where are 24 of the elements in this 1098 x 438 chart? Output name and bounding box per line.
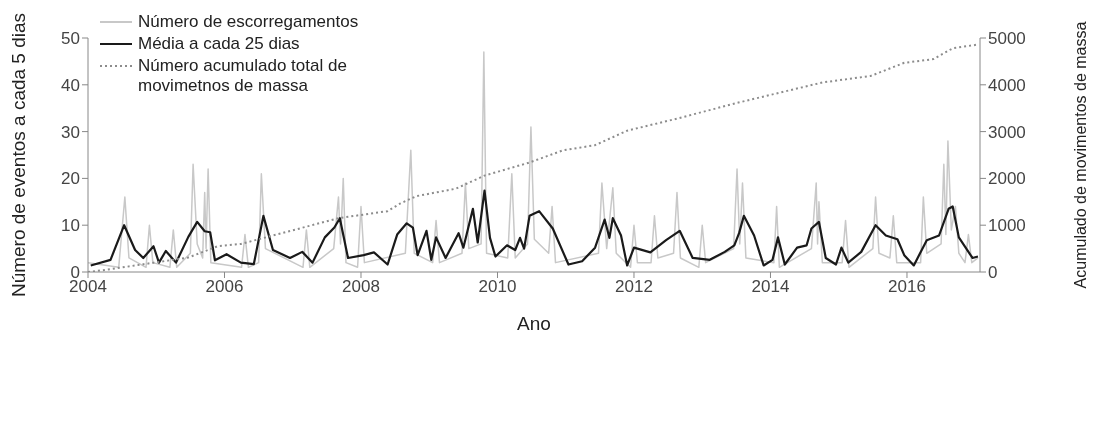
y2-tick-label: 2000 <box>988 169 1026 189</box>
y-tick-label: 30 <box>61 122 80 142</box>
legend-label: Número de escorregamentos <box>138 12 359 32</box>
x-tick-label: 2010 <box>478 277 517 297</box>
x-tick-label: 2012 <box>615 277 653 297</box>
y2-tick-label: 4000 <box>988 75 1026 95</box>
legend-label: Média a cada 25 dias <box>138 34 300 54</box>
x-tick-label: 2006 <box>205 277 244 297</box>
x-axis-title: Ano <box>517 313 551 334</box>
y-tick-label: 40 <box>61 75 80 95</box>
y2-tick-label: 5000 <box>988 29 1026 49</box>
x-tick-label: 2016 <box>888 277 926 297</box>
y-axis-title: Número de eventos a cada 5 dias <box>7 12 29 298</box>
line-series <box>89 189 980 267</box>
x-tick-label: 2008 <box>342 277 380 297</box>
y-tick-label: 10 <box>61 216 80 236</box>
x-tick-label: 2014 <box>751 277 790 297</box>
y2-axis-title: Acumulado de movimentos de massa <box>1071 21 1089 289</box>
y2-tick-label: 3000 <box>988 122 1026 142</box>
y2-tick-label: 1000 <box>988 216 1026 236</box>
y2-tick-label: 0 <box>988 263 998 283</box>
legend-label: Número acumulado total de movimetnos de massa <box>138 56 348 96</box>
y-tick-label: 20 <box>61 169 80 189</box>
y-tick-label: 50 <box>61 29 80 49</box>
